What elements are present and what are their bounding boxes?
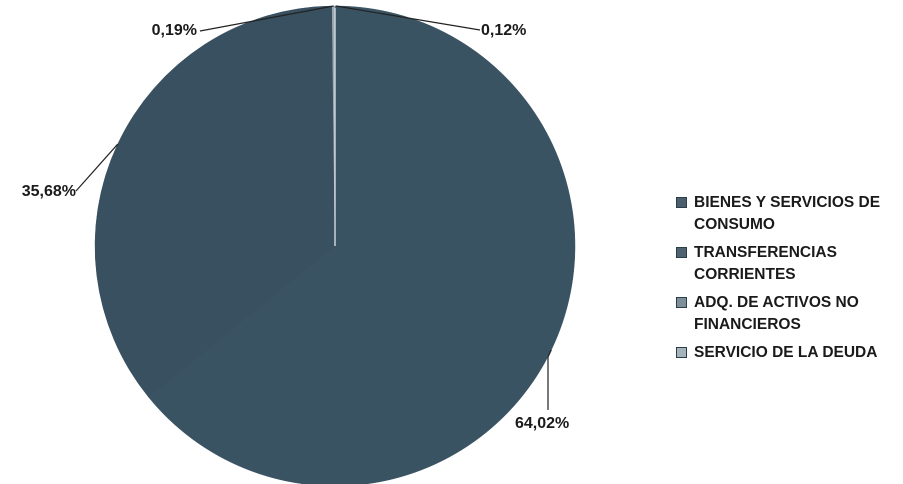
- data-label: 0,12%: [481, 22, 526, 39]
- legend-label: ADQ. DE ACTIVOS NO FINANCIEROS: [694, 294, 859, 333]
- data-label: 35,68%: [22, 183, 76, 200]
- data-label: 0,19%: [152, 22, 197, 39]
- legend-item-bienes: BIENES Y SERVICIOS DE CONSUMO: [676, 192, 898, 236]
- legend-label: TRANSFERENCIAS CORRIENTES: [694, 244, 837, 283]
- pie-slice: [148, 5, 576, 484]
- legend-swatch: [676, 247, 687, 258]
- legend: BIENES Y SERVICIOS DE CONSUMO TRANSFEREN…: [676, 192, 898, 370]
- leader-line: [199, 5, 334, 32]
- legend-item-activos: ADQ. DE ACTIVOS NO FINANCIEROS: [676, 292, 898, 336]
- leader-line: [547, 349, 552, 410]
- data-label: 64,02%: [515, 415, 569, 432]
- legend-swatch: [676, 197, 687, 208]
- data-labels: 0,12% 64,02% 35,68% 0,19%: [22, 22, 570, 432]
- legend-label: SERVICIO DE LA DEUDA: [694, 344, 878, 361]
- leader-line: [335, 5, 481, 31]
- legend-label: BIENES Y SERVICIOS DE CONSUMO: [694, 194, 881, 233]
- pie-slice: [94, 5, 336, 398]
- legend-item-deuda: SERVICIO DE LA DEUDA: [676, 342, 898, 364]
- leader-lines: [75, 5, 552, 410]
- legend-swatch: [676, 297, 687, 308]
- leader-line: [75, 143, 119, 192]
- pie-slices: [94, 5, 576, 484]
- legend-swatch: [676, 347, 687, 358]
- legend-item-transferencias: TRANSFERENCIAS CORRIENTES: [676, 242, 898, 286]
